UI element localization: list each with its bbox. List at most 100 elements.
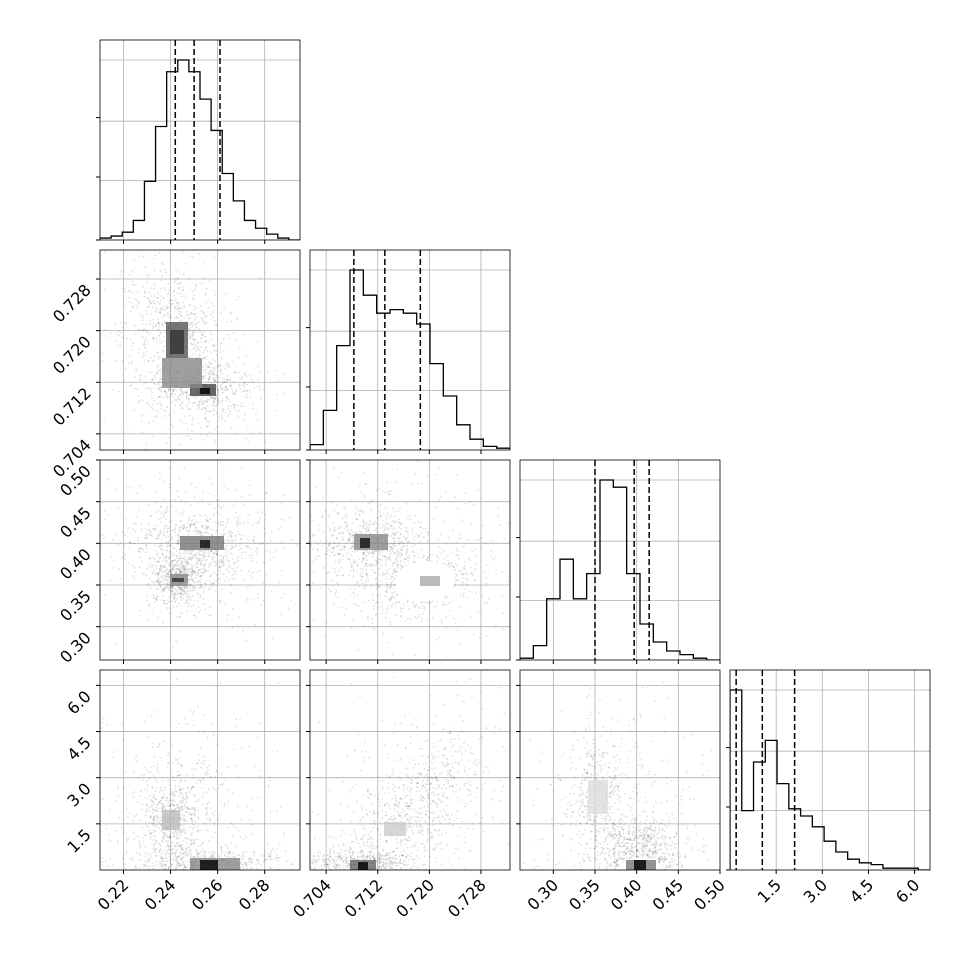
scatter-point [387, 605, 390, 607]
scatter-point [394, 510, 396, 512]
scatter-point [397, 521, 400, 523]
scatter-point [232, 504, 235, 507]
scatter-point [193, 582, 196, 584]
scatter-point [427, 556, 430, 559]
scatter-point [233, 371, 236, 374]
scatter-point [166, 406, 169, 409]
scatter-point [189, 589, 192, 592]
scatter-point [379, 584, 382, 586]
scatter-point [463, 568, 466, 571]
scatter-point [206, 802, 209, 805]
scatter-point [178, 287, 180, 289]
scatter-point [385, 590, 387, 593]
scatter-point [501, 595, 504, 597]
scatter-point [400, 540, 402, 543]
scatter-point [150, 371, 153, 374]
scatter-point [184, 262, 187, 265]
scatter-point [182, 589, 185, 591]
scatter-point [460, 537, 462, 540]
scatter-point [276, 810, 278, 812]
scatter-point [233, 578, 236, 580]
scatter-point [173, 306, 176, 308]
scatter-point [325, 553, 328, 555]
scatter-point [182, 301, 185, 304]
scatter-point [138, 852, 141, 855]
density-shading [354, 534, 440, 586]
scatter-point [181, 567, 184, 570]
scatter-point [212, 787, 215, 789]
scatter-point [165, 570, 168, 572]
scatter-point [177, 310, 180, 313]
scatter-point [221, 560, 224, 563]
scatter-point [406, 601, 409, 604]
scatter-point [168, 845, 170, 848]
scatter-point [199, 337, 202, 339]
scatter-point [184, 849, 187, 852]
scatter-point [158, 339, 161, 341]
scatter-point [253, 387, 256, 390]
scatter-point [397, 555, 400, 558]
scatter-point [141, 285, 144, 288]
scatter-point [214, 380, 216, 383]
scatter-point [152, 378, 154, 381]
scatter-point [391, 527, 394, 530]
scatter-point [165, 305, 167, 308]
scatter-point [224, 538, 227, 541]
scatter-point [210, 370, 212, 373]
scatter-point [175, 804, 178, 807]
scatter-point [221, 397, 224, 400]
scatter-point [213, 349, 215, 352]
scatter-point [171, 863, 174, 866]
scatter-point [353, 592, 355, 595]
scatter-point [363, 552, 365, 555]
scatter-point [209, 614, 212, 617]
scatter-point [186, 561, 189, 564]
scatter-point [232, 390, 234, 393]
scatter-point [355, 506, 357, 508]
scatter-point [362, 512, 365, 515]
scatter-point [388, 573, 390, 576]
scatter-point [235, 571, 237, 573]
scatter-point [189, 408, 192, 411]
scatter-point [230, 535, 233, 538]
scatter-point [172, 554, 175, 557]
scatter-point [190, 523, 193, 526]
scatter-point [385, 507, 387, 510]
scatter-point [152, 818, 155, 821]
scatter-point [217, 818, 220, 821]
scatter-point [178, 287, 181, 289]
scatter-point [209, 564, 212, 567]
scatter-point [461, 584, 464, 587]
scatter-point [164, 390, 167, 393]
scatter-point [391, 533, 394, 535]
scatter-point [413, 555, 416, 558]
scatter-point [137, 401, 140, 404]
scatter-point [223, 854, 226, 857]
scatter-point [172, 799, 174, 801]
scatter-point [197, 584, 200, 586]
scatter-point [138, 399, 141, 402]
scatter-point [178, 444, 181, 446]
scatter-point [171, 547, 174, 550]
histogram-panel-0 [96, 39, 301, 244]
scatter-point [201, 568, 204, 571]
scatter-point [152, 594, 155, 597]
scatter-point [210, 585, 213, 588]
scatter-point [259, 543, 261, 546]
scatter-point [152, 435, 155, 438]
scatter-point [435, 560, 438, 563]
scatter-point [202, 550, 204, 552]
scatter-point [212, 372, 214, 375]
scatter-point [180, 587, 182, 590]
scatter-point [189, 336, 192, 339]
scatter-point [393, 587, 396, 589]
scatter-point [180, 816, 183, 819]
scatter-point [222, 378, 225, 381]
scatter-point [332, 547, 335, 550]
scatter-point [156, 595, 158, 598]
scatter-point [181, 395, 184, 398]
scatter-point [372, 552, 375, 555]
scatter-point [361, 575, 364, 578]
scatter-point [204, 340, 207, 342]
scatter-point [202, 793, 205, 795]
